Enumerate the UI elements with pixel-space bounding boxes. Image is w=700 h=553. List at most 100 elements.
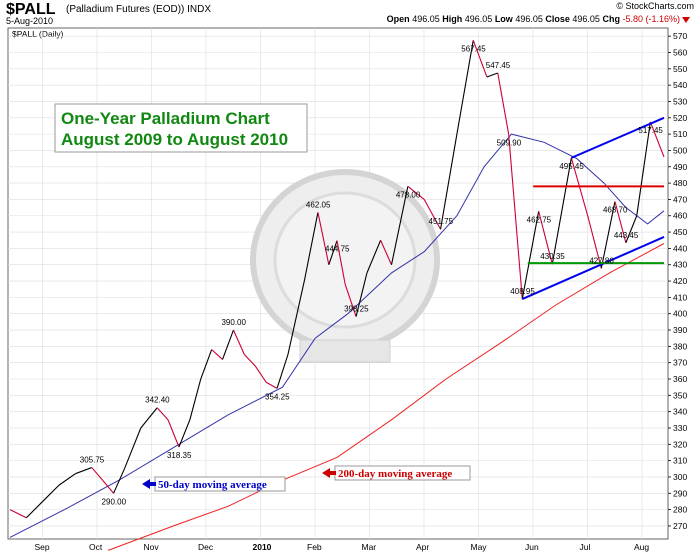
x-tick-label: Oct xyxy=(89,542,103,552)
price-label: 478.00 xyxy=(396,190,421,199)
price-label: 318.35 xyxy=(167,451,192,460)
price-segment xyxy=(123,427,142,470)
price-segment xyxy=(551,157,572,265)
x-tick-label: Dec xyxy=(198,542,214,552)
price-label: 495.45 xyxy=(559,162,584,171)
price-segment xyxy=(440,134,458,230)
left-arrow-icon xyxy=(322,468,336,478)
price-label: 444.75 xyxy=(325,245,350,254)
chart-title-box: One-Year Palladium Chart August 2009 to … xyxy=(54,103,308,153)
price-label: 567.45 xyxy=(461,44,486,53)
watermark-inner xyxy=(273,191,417,329)
price-segment xyxy=(497,72,510,135)
y-tick-label: 370 xyxy=(673,358,687,368)
y-tick-label: 480 xyxy=(673,178,687,188)
price-label: 462.75 xyxy=(527,215,552,224)
y-tick-label: 280 xyxy=(673,505,687,515)
price-label: 427.80 xyxy=(589,256,614,265)
y-tick-label: 430 xyxy=(673,260,687,270)
y-tick-label: 460 xyxy=(673,211,687,221)
chart-title: One-Year Palladium Chart xyxy=(61,109,270,128)
quote-summary: Open 496.05 High 496.05 Low 496.05 Close… xyxy=(387,14,690,24)
price-segment xyxy=(243,354,256,367)
y-tick-label: 330 xyxy=(673,423,687,433)
price-segment xyxy=(344,284,357,317)
down-triangle-icon xyxy=(682,16,690,23)
price-segment xyxy=(336,240,346,285)
y-tick-label: 570 xyxy=(673,31,687,41)
price-label: 354.25 xyxy=(265,392,290,401)
watermark-base xyxy=(299,339,391,363)
price-segment xyxy=(167,419,180,448)
price-segment xyxy=(328,240,338,265)
price-segment xyxy=(521,211,540,300)
y-tick-label: 440 xyxy=(673,243,687,253)
y-tick-label: 510 xyxy=(673,129,687,139)
ma50-annotation: 50-day moving average xyxy=(158,479,267,491)
y-tick-label: 350 xyxy=(673,390,687,400)
price-segment xyxy=(508,134,523,300)
symbol: $PALL xyxy=(6,1,56,18)
y-tick-label: 300 xyxy=(673,472,687,482)
price-segment xyxy=(276,354,289,389)
price-label: 290.00 xyxy=(102,497,127,506)
y-tick-label: 540 xyxy=(673,80,687,90)
price-label: 547.45 xyxy=(486,61,511,70)
y-tick-label: 410 xyxy=(673,292,687,302)
y-tick-label: 420 xyxy=(673,276,687,286)
y-tick-label: 400 xyxy=(673,309,687,319)
price-label: 390.00 xyxy=(221,318,246,327)
price-segment xyxy=(211,349,223,360)
price-label: 451.75 xyxy=(429,217,454,226)
price-label: 430.35 xyxy=(540,252,565,261)
price-label: 509.90 xyxy=(497,138,522,147)
y-tick-label: 530 xyxy=(673,96,687,106)
x-tick-label: Sep xyxy=(35,542,50,552)
ma50-line xyxy=(9,133,665,538)
y-tick-label: 490 xyxy=(673,162,687,172)
price-label: 305.75 xyxy=(80,456,105,465)
chart-header: $PALL (Palladium Futures (EOD)) INDX 5-A… xyxy=(0,0,700,28)
instrument-name: (Palladium Futures (EOD)) INDX xyxy=(66,4,212,15)
price-segment xyxy=(113,468,125,494)
x-tick-label: Jul xyxy=(580,542,591,552)
price-segment xyxy=(390,186,409,265)
left-arrow-icon xyxy=(142,479,156,489)
y-tick-label: 470 xyxy=(673,194,687,204)
price-segment xyxy=(232,329,245,355)
price-segment xyxy=(287,280,305,355)
y-tick-label: 560 xyxy=(673,47,687,57)
price-label: 443.45 xyxy=(614,231,639,240)
price-label: 517.45 xyxy=(638,126,663,135)
x-tick-label: Jun xyxy=(525,542,539,552)
y-tick-label: 390 xyxy=(673,325,687,335)
y-tick-label: 550 xyxy=(673,64,687,74)
y-tick-label: 290 xyxy=(673,488,687,498)
y-tick-label: 320 xyxy=(673,439,687,449)
price-label: 408.95 xyxy=(510,287,535,296)
ma200-annotation: 200-day moving average xyxy=(338,468,452,480)
price-segment xyxy=(472,40,488,78)
price-segment xyxy=(380,240,393,265)
price-segment xyxy=(625,215,638,243)
price-segment xyxy=(600,201,616,269)
price-segment xyxy=(75,467,92,475)
brand-link[interactable]: © StockCharts.com xyxy=(616,1,694,11)
price-segment xyxy=(649,121,665,158)
price-label: 342.40 xyxy=(145,396,170,405)
x-tick-label: Apr xyxy=(416,542,429,552)
x-tick-label: Feb xyxy=(307,542,322,552)
x-tick-label: Aug xyxy=(634,542,649,552)
x-tick-label: Mar xyxy=(362,542,377,552)
price-segment xyxy=(423,199,442,230)
y-tick-label: 310 xyxy=(673,456,687,466)
price-segment xyxy=(538,211,553,265)
price-segment xyxy=(200,349,213,380)
y-tick-label: 520 xyxy=(673,113,687,123)
y-tick-label: 450 xyxy=(673,227,687,237)
chart-subtitle: August 2009 to August 2010 xyxy=(61,130,288,149)
x-tick-label: 2010 xyxy=(253,542,272,552)
price-segment xyxy=(614,201,627,243)
price-segment xyxy=(9,509,27,519)
